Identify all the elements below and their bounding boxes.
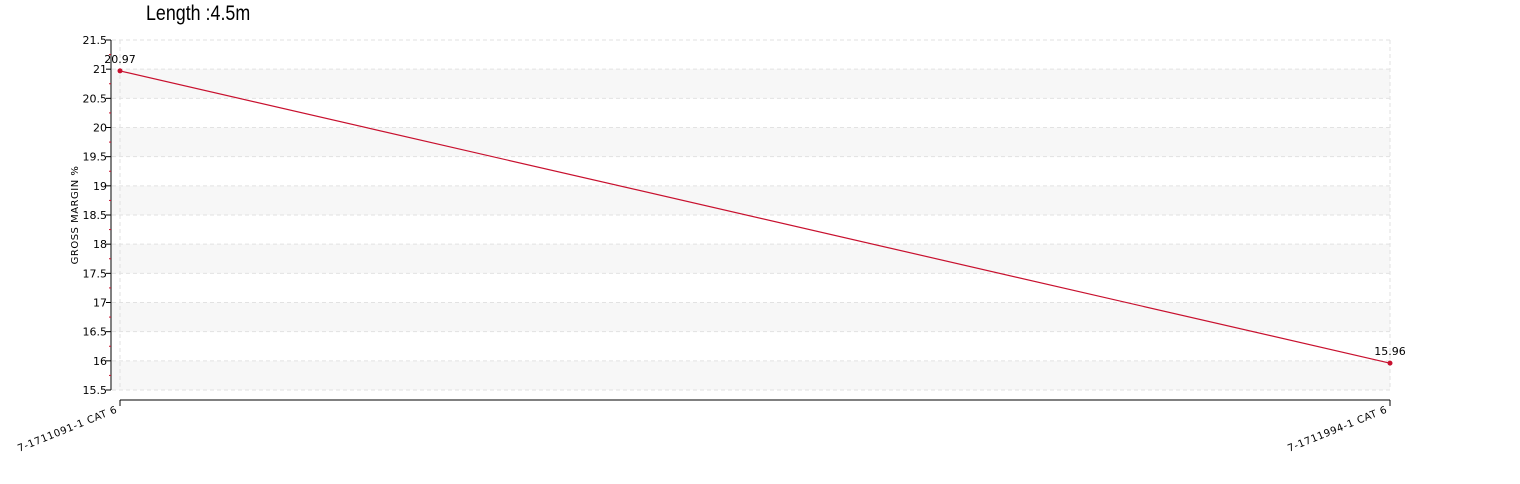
- y-tick-label: 16: [93, 355, 107, 368]
- y-tick-label: 20: [93, 122, 107, 135]
- y-tick-label: 21: [93, 63, 107, 76]
- grid-band: [112, 185, 1390, 215]
- y-axis-label: GROSS MARGIN %: [70, 166, 81, 265]
- y-tick-label: 19.5: [83, 151, 108, 164]
- y-tick-label: 16.5: [83, 326, 108, 339]
- grid-band: [112, 127, 1390, 157]
- x-tick-label: 7-1711994-1 CAT 6: [1286, 405, 1389, 455]
- data-label: 15.96: [1374, 345, 1406, 358]
- grid-band: [112, 69, 1390, 99]
- x-tick-label: 7-1711091-1 CAT 6: [16, 405, 119, 455]
- data-point: [117, 68, 123, 74]
- y-tick-label: 17: [93, 297, 107, 310]
- y-tick-label: 18.5: [83, 209, 108, 222]
- chart-title: Length :4.5m: [146, 2, 251, 25]
- grid-band: [112, 244, 1390, 274]
- data-point: [1387, 360, 1393, 366]
- y-tick-label: 17.5: [83, 267, 108, 280]
- data-label: 20.97: [104, 53, 136, 66]
- y-tick-label: 20.5: [83, 92, 108, 105]
- grid-band: [112, 302, 1390, 332]
- series-line: [119, 70, 1391, 364]
- y-tick-label: 15.5: [83, 384, 108, 397]
- grid-band: [112, 360, 1390, 390]
- y-tick-label: 21.5: [83, 34, 108, 47]
- y-tick-label: 18: [93, 238, 107, 251]
- y-tick-label: 19: [93, 180, 107, 193]
